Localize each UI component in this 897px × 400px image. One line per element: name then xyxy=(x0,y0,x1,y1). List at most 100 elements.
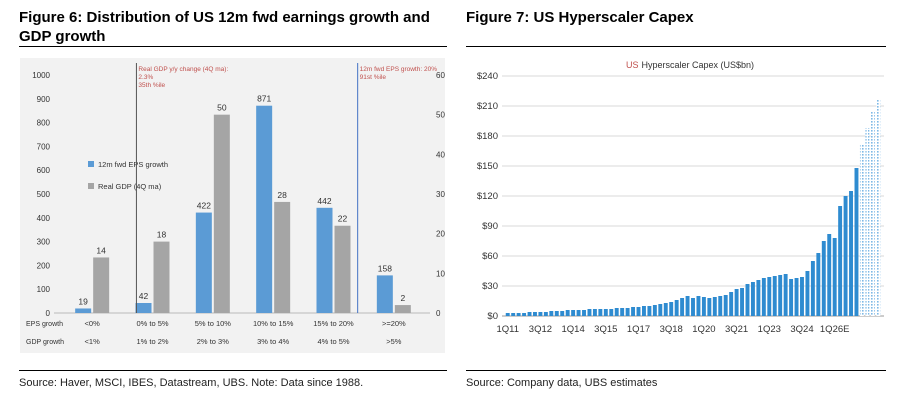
capex-bar xyxy=(549,311,554,316)
capex-bar xyxy=(772,276,777,316)
estimate-bar xyxy=(859,144,864,316)
y-right-tick-label: 50 xyxy=(436,111,445,120)
y-tick-label: $120 xyxy=(477,191,498,202)
y-right-tick-label: 20 xyxy=(436,230,445,239)
eps-category-label: 10% to 15% xyxy=(253,319,294,328)
capex-bar xyxy=(778,275,783,316)
gdp-category-label: 4% to 5% xyxy=(317,337,349,346)
capex-bar xyxy=(745,284,750,316)
capex-bar xyxy=(691,298,695,316)
eps-row-label: EPS growth xyxy=(26,321,63,328)
capex-bar xyxy=(832,238,837,316)
eps-data-label: 871 xyxy=(257,94,271,104)
y-tick-label: $150 xyxy=(477,161,498,172)
gdp-bar xyxy=(274,201,291,313)
annotation-text: Real GDP y/y change (4Q ma): xyxy=(138,66,228,73)
gdp-category-label: 1% to 2% xyxy=(136,337,168,346)
capex-bar xyxy=(603,309,608,316)
y-right-tick-label: 10 xyxy=(436,269,445,278)
y-left-tick-label: 900 xyxy=(37,95,51,104)
y-left-tick-label: 300 xyxy=(37,238,51,247)
gdp-category-label: 3% to 4% xyxy=(257,337,289,346)
plot-background xyxy=(20,58,445,353)
x-tick-label: 1Q17 xyxy=(627,324,650,335)
capex-bar xyxy=(560,311,565,316)
eps-data-label: 19 xyxy=(78,296,88,306)
capex-bar xyxy=(538,312,543,316)
capex-bar xyxy=(789,279,794,316)
eps-category-label: 5% to 10% xyxy=(195,319,232,328)
capex-bar xyxy=(636,307,641,316)
capex-bar xyxy=(533,312,537,316)
x-tick-label: 3Q21 xyxy=(725,324,748,335)
capex-bar xyxy=(827,234,832,316)
capex-bar xyxy=(854,168,859,316)
gdp-bar xyxy=(394,305,411,313)
capex-bar xyxy=(810,261,815,316)
y-tick-label: $210 xyxy=(477,101,498,112)
figure-6-title-line2: GDP growth xyxy=(19,28,106,45)
capex-bar xyxy=(614,308,619,316)
gdp-row-label: GDP growth xyxy=(26,339,64,346)
capex-bar xyxy=(718,296,723,316)
estimate-bar xyxy=(870,112,875,316)
capex-bar xyxy=(805,271,810,316)
capex-bar xyxy=(816,253,821,316)
capex-bar xyxy=(707,298,712,316)
eps-bar xyxy=(135,303,152,313)
y-left-tick-label: 800 xyxy=(37,119,51,128)
y-tick-label: $30 xyxy=(482,281,498,292)
figure-7-title-rule xyxy=(466,46,886,47)
eps-data-label: 158 xyxy=(378,263,392,273)
gdp-data-label: 2 xyxy=(400,293,405,303)
eps-data-label: 442 xyxy=(317,196,331,206)
capex-bar xyxy=(647,306,652,316)
x-tick-label: 3Q12 xyxy=(529,324,552,335)
eps-bar xyxy=(256,105,273,313)
capex-bar xyxy=(554,311,559,316)
eps-bar xyxy=(195,212,212,313)
eps-bar xyxy=(376,275,393,313)
gdp-data-label: 28 xyxy=(277,190,287,200)
capex-bar xyxy=(527,312,532,316)
capex-bar xyxy=(712,297,717,316)
capex-bar xyxy=(729,292,734,316)
y-tick-label: $180 xyxy=(477,131,498,142)
eps-category-label: 15% to 20% xyxy=(313,319,354,328)
capex-bar xyxy=(740,288,745,316)
capex-bar xyxy=(680,298,685,316)
annotation-text: 12m fwd EPS growth: 20% xyxy=(360,66,438,73)
capex-bar xyxy=(849,191,853,316)
x-tick-label: 1Q23 xyxy=(758,324,781,335)
y-right-tick-label: 30 xyxy=(436,190,445,199)
y-left-tick-label: 100 xyxy=(37,285,51,294)
gdp-bar xyxy=(153,241,170,313)
y-left-tick-label: 600 xyxy=(37,166,51,175)
capex-bar xyxy=(821,241,826,316)
y-tick-label: $60 xyxy=(482,251,498,262)
figure-7-title: Figure 7: US Hyperscaler Capex xyxy=(466,9,694,26)
y-tick-label: $240 xyxy=(477,71,498,82)
capex-bar xyxy=(843,196,848,316)
legend-swatch xyxy=(88,183,94,189)
eps-data-label: 42 xyxy=(139,291,149,301)
capex-bar xyxy=(598,309,603,316)
capex-bar xyxy=(641,306,646,316)
gdp-bar xyxy=(93,257,110,313)
y-right-tick-label: 0 xyxy=(436,309,441,318)
capex-bar xyxy=(750,282,755,316)
eps-bar xyxy=(75,308,92,313)
x-tick-label: 3Q18 xyxy=(660,324,683,335)
capex-bar xyxy=(756,280,761,316)
figure-7-source: Source: Company data, UBS estimates xyxy=(466,377,658,389)
y-left-tick-label: 500 xyxy=(37,190,51,199)
figure-6-title-line1: Figure 6: Distribution of US 12m fwd ear… xyxy=(19,9,430,26)
capex-bar xyxy=(696,296,701,316)
capex-bar xyxy=(669,302,674,316)
legend-label: 12m fwd EPS growth xyxy=(98,160,168,169)
capex-bar xyxy=(663,303,668,316)
capex-bar xyxy=(522,313,527,316)
capex-bar xyxy=(658,304,663,316)
capex-bar xyxy=(783,274,788,316)
capex-bar xyxy=(723,295,728,316)
